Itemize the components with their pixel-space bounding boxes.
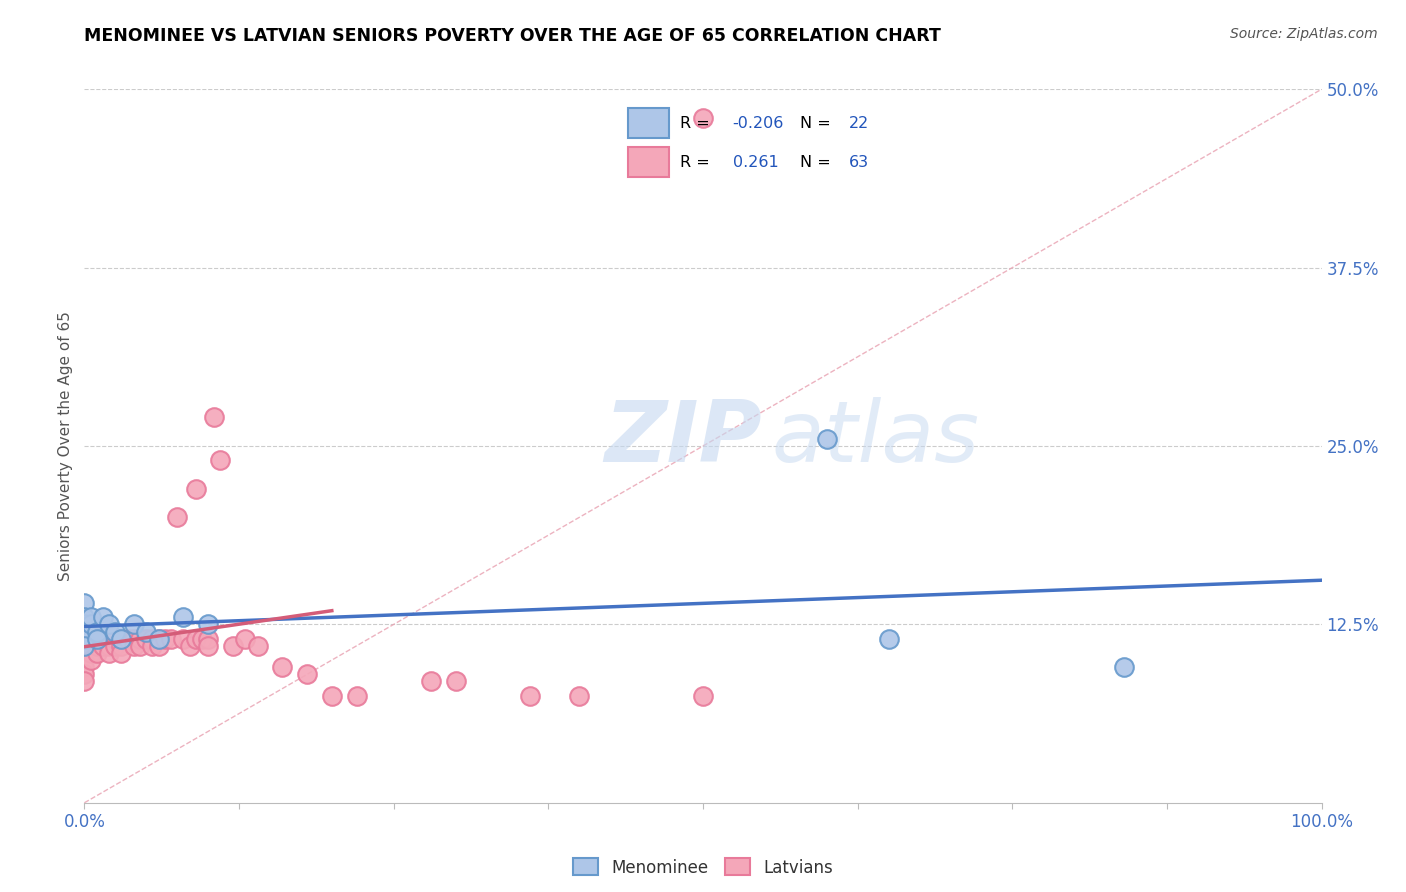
Text: ZIP: ZIP — [605, 397, 762, 481]
Text: Source: ZipAtlas.com: Source: ZipAtlas.com — [1230, 27, 1378, 41]
Point — [73, 610, 96, 624]
Point — [79, 632, 101, 646]
Point — [568, 689, 591, 703]
Point — [86, 646, 108, 660]
Point — [117, 632, 139, 646]
Point — [86, 624, 108, 639]
Point — [148, 632, 170, 646]
Point — [246, 639, 269, 653]
Point — [73, 639, 96, 653]
Point — [73, 660, 96, 674]
Point — [184, 482, 207, 496]
Point — [135, 632, 157, 646]
Point — [692, 689, 714, 703]
Point — [86, 632, 108, 646]
Point — [73, 667, 96, 681]
Point — [104, 624, 127, 639]
Point — [98, 632, 121, 646]
Point — [73, 624, 96, 639]
Point — [86, 624, 108, 639]
Point — [135, 624, 157, 639]
Point — [153, 632, 176, 646]
Point — [295, 667, 318, 681]
Point — [79, 610, 101, 624]
Point — [1112, 660, 1135, 674]
Point — [197, 617, 219, 632]
Point — [172, 610, 194, 624]
Text: atlas: atlas — [770, 397, 979, 481]
Point — [91, 639, 114, 653]
Point — [91, 632, 114, 646]
Point — [129, 632, 152, 646]
Point — [110, 632, 132, 646]
Point — [184, 632, 207, 646]
Point — [110, 632, 132, 646]
Point — [141, 632, 163, 646]
Point — [91, 610, 114, 624]
Point — [197, 639, 219, 653]
Text: MENOMINEE VS LATVIAN SENIORS POVERTY OVER THE AGE OF 65 CORRELATION CHART: MENOMINEE VS LATVIAN SENIORS POVERTY OVE… — [84, 27, 941, 45]
Point — [110, 639, 132, 653]
Point — [86, 639, 108, 653]
Point — [73, 596, 96, 610]
Point — [271, 660, 294, 674]
Point — [148, 632, 170, 646]
Point — [815, 432, 838, 446]
Point — [73, 632, 96, 646]
Y-axis label: Seniors Poverty Over the Age of 65: Seniors Poverty Over the Age of 65 — [58, 311, 73, 581]
Point — [160, 632, 183, 646]
Point — [519, 689, 541, 703]
Point — [148, 639, 170, 653]
Point — [202, 410, 225, 425]
Point — [73, 617, 96, 632]
Point — [73, 674, 96, 689]
Point — [73, 632, 96, 646]
Point — [79, 646, 101, 660]
Point — [444, 674, 467, 689]
Point — [191, 632, 214, 646]
Point — [79, 617, 101, 632]
Point — [79, 653, 101, 667]
Point — [233, 632, 256, 646]
Point — [104, 632, 127, 646]
Point — [141, 639, 163, 653]
Point — [222, 639, 245, 653]
Point — [129, 639, 152, 653]
Point — [321, 689, 343, 703]
Point — [122, 639, 145, 653]
Point — [122, 617, 145, 632]
Point — [166, 510, 188, 524]
Point — [692, 111, 714, 125]
Point — [79, 639, 101, 653]
Point — [419, 674, 441, 689]
Point — [73, 653, 96, 667]
Point — [346, 689, 368, 703]
Point — [73, 639, 96, 653]
Point — [209, 453, 232, 467]
Point — [79, 624, 101, 639]
Point — [122, 632, 145, 646]
Point — [877, 632, 900, 646]
Point — [179, 639, 201, 653]
Point — [98, 646, 121, 660]
Point — [73, 624, 96, 639]
Point — [91, 624, 114, 639]
Legend: Menominee, Latvians: Menominee, Latvians — [572, 858, 834, 877]
Point — [86, 632, 108, 646]
Point — [98, 639, 121, 653]
Point — [172, 632, 194, 646]
Point — [197, 632, 219, 646]
Point — [73, 646, 96, 660]
Point — [110, 646, 132, 660]
Point — [104, 639, 127, 653]
Point — [98, 617, 121, 632]
